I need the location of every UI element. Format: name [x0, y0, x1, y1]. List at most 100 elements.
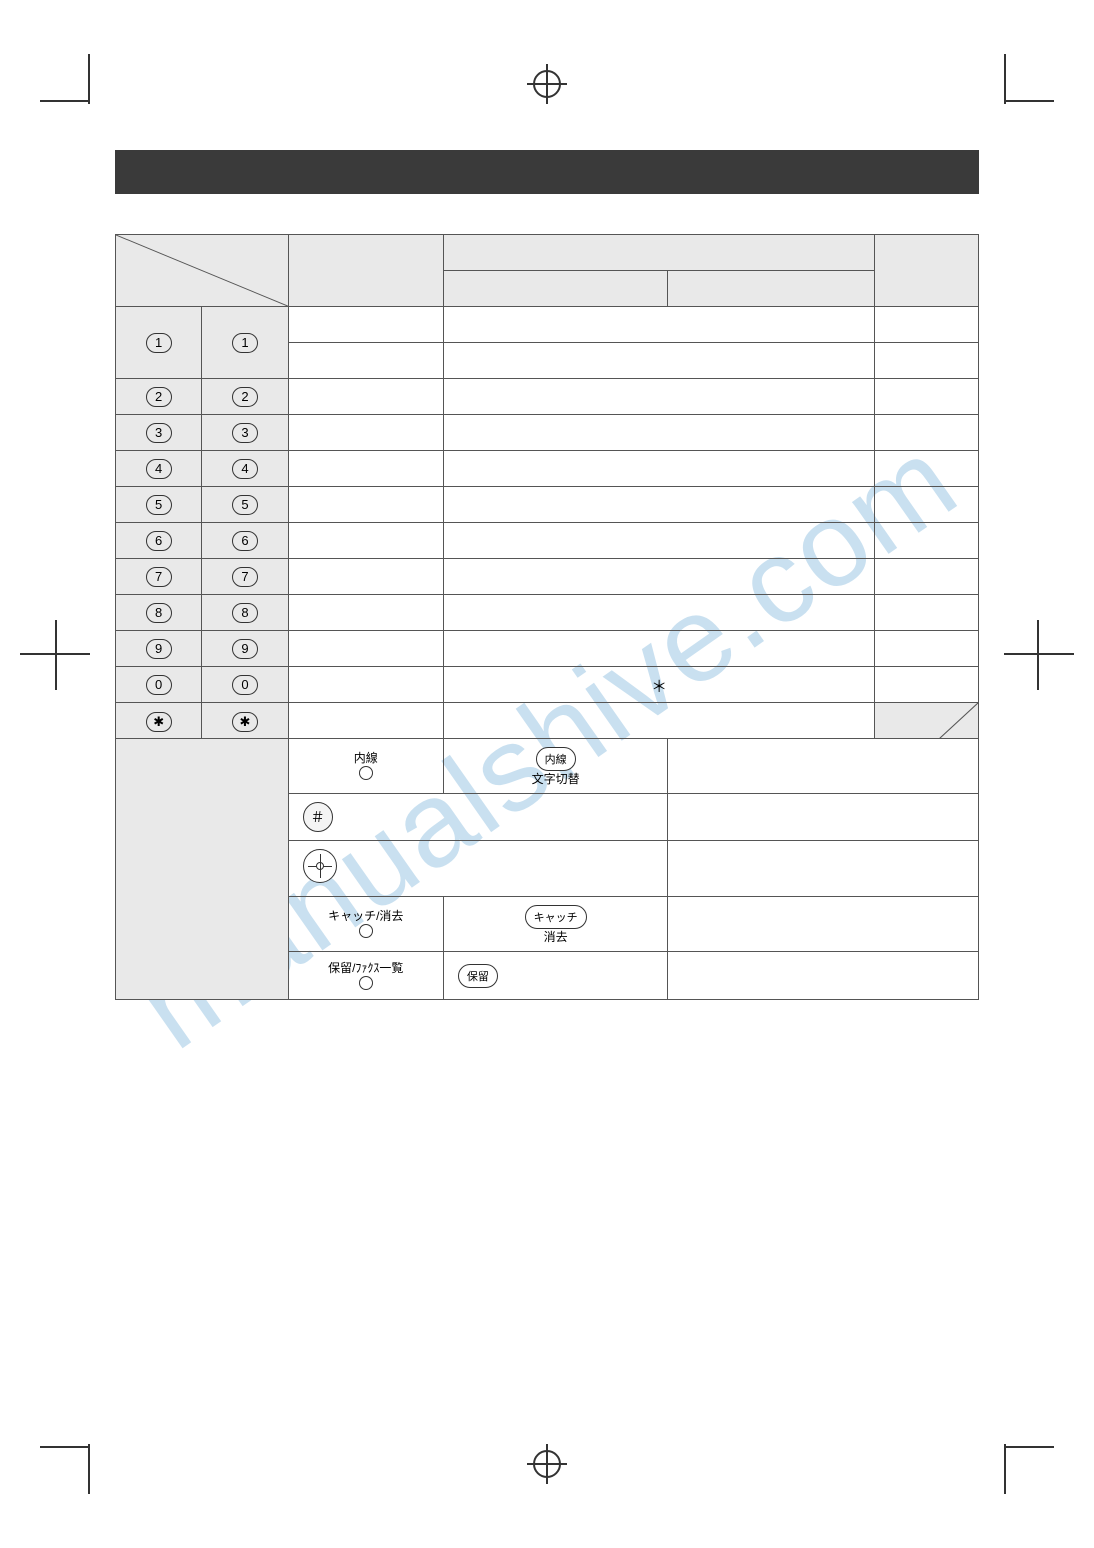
r5c3	[875, 487, 979, 523]
row1b-c1	[288, 343, 443, 379]
r0c1	[288, 667, 443, 703]
digit-5b-icon: 5	[232, 495, 258, 515]
hold-label: 保留/ﾌｧｸｽ一覧	[328, 962, 403, 974]
digit-0-icon: 0	[146, 675, 172, 695]
naisen-sub-label: 文字切替	[532, 773, 580, 785]
dpad-desc	[668, 841, 979, 897]
r3c1	[288, 415, 443, 451]
dpad-row-cell	[288, 841, 668, 897]
r6c3	[875, 523, 979, 559]
main-table: 1 1 22 33 44 55 66 77 88 99 0	[115, 234, 979, 1000]
row-child-2: 2	[202, 379, 288, 415]
r7c2	[443, 559, 874, 595]
r6c1	[288, 523, 443, 559]
row-parent-star: ✱	[116, 703, 202, 739]
catch-label: キャッチ/消去	[328, 910, 403, 922]
row1-c2	[443, 307, 874, 343]
r8c2	[443, 595, 874, 631]
row1-child-a: 1	[202, 307, 288, 379]
catch-button-icon: キャッチ	[525, 905, 587, 929]
hold-button-icon: 保留	[458, 964, 498, 988]
r6c2	[443, 523, 874, 559]
row-parent-0: 0	[116, 667, 202, 703]
header-col-c	[875, 235, 979, 307]
r2c2	[443, 379, 874, 415]
r0-asterisk-cell: ＊	[443, 667, 874, 703]
dpad-icon	[303, 849, 337, 883]
digit-8-icon: 8	[146, 603, 172, 623]
digit-7b-icon: 7	[232, 567, 258, 587]
row-parent-2: 2	[116, 379, 202, 415]
led2-icon	[359, 924, 373, 938]
row1-c3	[875, 307, 979, 343]
catch-desc	[668, 897, 979, 952]
r7c1	[288, 559, 443, 595]
star-b-icon: ✱	[232, 712, 258, 732]
icon-block-label	[116, 739, 289, 1000]
digit-6-icon: 6	[146, 531, 172, 551]
r9c2	[443, 631, 874, 667]
row-child-3: 3	[202, 415, 288, 451]
r9c3	[875, 631, 979, 667]
digit-8b-icon: 8	[232, 603, 258, 623]
hash-button-icon: ＃	[303, 802, 333, 832]
digit-2-icon: 2	[146, 387, 172, 407]
naisen-child-cell: 内線 文字切替	[443, 739, 667, 794]
led3-icon	[359, 976, 373, 990]
row1-c1	[288, 307, 443, 343]
row-child-6: 6	[202, 523, 288, 559]
header-diag-cell	[116, 235, 289, 307]
row-child-5: 5	[202, 487, 288, 523]
row1-parent-a: 1	[116, 307, 202, 379]
digit-9b-icon: 9	[232, 639, 258, 659]
naisen-parent-cell: 内線	[288, 739, 443, 794]
row-child-0: 0	[202, 667, 288, 703]
asterisk-text: ＊	[651, 679, 667, 696]
digit-1-icon: 1	[146, 333, 172, 353]
digit-4-icon: 4	[146, 459, 172, 479]
row-child-7: 7	[202, 559, 288, 595]
row-parent-6: 6	[116, 523, 202, 559]
row-child-star: ✱	[202, 703, 288, 739]
row-parent-4: 4	[116, 451, 202, 487]
row-parent-7: 7	[116, 559, 202, 595]
naisen-label: 内線	[354, 752, 378, 764]
header-col-a	[288, 235, 443, 307]
naisen-desc	[668, 739, 979, 794]
rs-c2	[443, 703, 874, 739]
row-child-9: 9	[202, 631, 288, 667]
hash-row-cell: ＃	[288, 794, 668, 841]
row-parent-5: 5	[116, 487, 202, 523]
r8c1	[288, 595, 443, 631]
r3c2	[443, 415, 874, 451]
row-parent-8: 8	[116, 595, 202, 631]
r7c3	[875, 559, 979, 595]
r3c3	[875, 415, 979, 451]
row-child-8: 8	[202, 595, 288, 631]
hold-parent-cell: 保留/ﾌｧｸｽ一覧	[288, 952, 443, 1000]
header-col-b-top	[443, 235, 874, 271]
r8c3	[875, 595, 979, 631]
digit-4b-icon: 4	[232, 459, 258, 479]
catch-child-cell: キャッチ 消去	[443, 897, 667, 952]
r4c1	[288, 451, 443, 487]
led-icon	[359, 766, 373, 780]
digit-6b-icon: 6	[232, 531, 258, 551]
r4c3	[875, 451, 979, 487]
r5c1	[288, 487, 443, 523]
r0c3	[875, 667, 979, 703]
r2c3	[875, 379, 979, 415]
digit-5-icon: 5	[146, 495, 172, 515]
r5c2	[443, 487, 874, 523]
digit-9-icon: 9	[146, 639, 172, 659]
digit-2b-icon: 2	[232, 387, 258, 407]
rs-cut-cell	[875, 703, 979, 739]
catch-sub-label: 消去	[544, 931, 568, 943]
digit-0b-icon: 0	[232, 675, 258, 695]
rs-c1	[288, 703, 443, 739]
header-col-b1	[443, 271, 667, 307]
star-icon: ✱	[146, 712, 172, 732]
r2c1	[288, 379, 443, 415]
hold-child-cell: 保留	[443, 952, 667, 1000]
row-child-4: 4	[202, 451, 288, 487]
